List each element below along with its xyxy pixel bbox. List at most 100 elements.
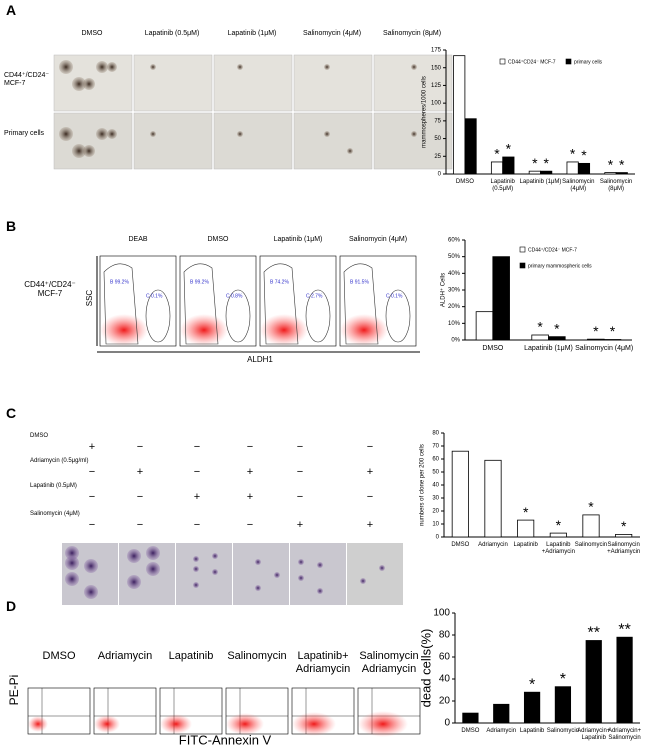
y-tick-label: 10% [448,321,461,327]
y-tick-label: 150 [431,65,442,71]
micrograph [213,112,293,170]
gate [225,289,251,343]
gate-label: B 99.2% [110,279,129,285]
plot-title: Lapatinib+ Adriamycin [295,650,351,675]
colony [146,546,160,560]
significance: * [619,156,625,172]
bar [490,161,504,175]
bar [502,156,515,175]
plot-title: Lapatinib (1μM) [273,236,323,243]
y-tick-label: 70 [432,444,439,450]
colony-image [347,543,403,605]
y-tick-label: 25 [434,154,441,160]
significance: * [537,319,543,335]
sphere [324,131,330,137]
x-tick-label: Lapatinib (1μM) [524,345,573,352]
panel-label: C [6,405,17,421]
sphere [150,64,156,70]
colony [212,569,218,575]
treatment-mark: − [297,491,303,503]
treatment-mark: + [367,466,373,478]
bar [585,640,602,724]
significance: * [554,320,560,336]
x-tick-label: Lapatinib [513,542,538,548]
bar [540,170,553,175]
x-tick-label: Salinomycin [574,542,608,548]
treatment-mark: + [194,491,200,503]
sphere [237,64,243,70]
plot-title: Lapatinib [168,650,214,662]
x-tick-label: Lapatinib [519,728,545,734]
bar [577,162,591,175]
y-tick-label: 0 [438,172,442,178]
y-axis-label: numbers of clone per 200 cells [420,444,426,526]
colony [274,572,280,578]
colony [255,585,261,591]
dots [100,314,148,346]
axis-label: FITC-Annexin V [179,732,272,747]
gate-label: B 91.5% [350,279,369,285]
y-tick-label: 50 [434,136,441,142]
colony [193,556,199,562]
bar [475,311,494,341]
sphere [83,78,95,90]
bar [554,686,572,724]
significance: ** [618,621,630,638]
column-header: Lapatinib (0.5μM) [144,30,200,37]
gate [145,289,171,343]
sphere [72,144,86,158]
treatment-mark: + [367,519,373,531]
column-header: Lapatinib (1μM) [227,30,277,37]
significance: * [529,676,535,693]
panel-label: B [6,218,17,234]
column-header: Salinomycin (8μM) [382,30,442,37]
y-tick-label: 60 [432,457,439,463]
panel-label: D [6,598,17,614]
gate [103,263,139,345]
plot-title: Salinomycin [227,650,287,662]
bar [603,339,622,341]
y-tick-label: 10 [432,522,439,528]
x-tick-label: Salinomycin (4μM) [562,179,595,192]
bar [566,161,579,175]
axis-label: PE-Pi [7,675,21,706]
treatment-mark: − [297,441,303,453]
sphere [59,127,73,141]
dots [180,314,228,346]
y-axis-label: mammospheres/1000 cells [422,76,428,148]
colony [127,575,141,589]
treatment-mark: − [137,519,143,531]
significance: * [560,671,566,688]
colony [298,559,304,565]
y-tick-label: 20% [448,304,461,310]
bar [616,636,633,724]
y-tick-label: 125 [431,83,442,89]
colony-image [233,543,289,605]
legend-label: CD44⁺/CD24⁻ MCF-7 [528,247,577,253]
row-label: Salinomycin (4μM) [30,511,80,517]
dots [340,314,388,346]
bar [587,338,605,341]
dots [260,314,308,346]
y-tick-label: 75 [434,118,441,124]
bar [517,519,535,538]
colony [298,575,304,581]
colony [146,562,160,576]
gate [263,263,299,345]
x-tick-label: Adriamycin+ Salinomycin [607,728,642,741]
x-tick-label: Salinomycin (8μM) [599,179,633,192]
y-tick-label: 60% [448,238,461,244]
gate [183,263,219,345]
sphere [72,77,86,91]
y-tick-label: 50 [432,470,439,476]
y-tick-label: 40 [432,483,439,489]
sphere [107,129,117,139]
legend-swatch [565,58,572,65]
treatment-mark: − [367,441,373,453]
treatment-mark: − [194,466,200,478]
significance: * [610,323,616,339]
legend-label: primary cells [574,59,603,65]
significance: * [621,518,627,534]
colony [193,566,199,572]
